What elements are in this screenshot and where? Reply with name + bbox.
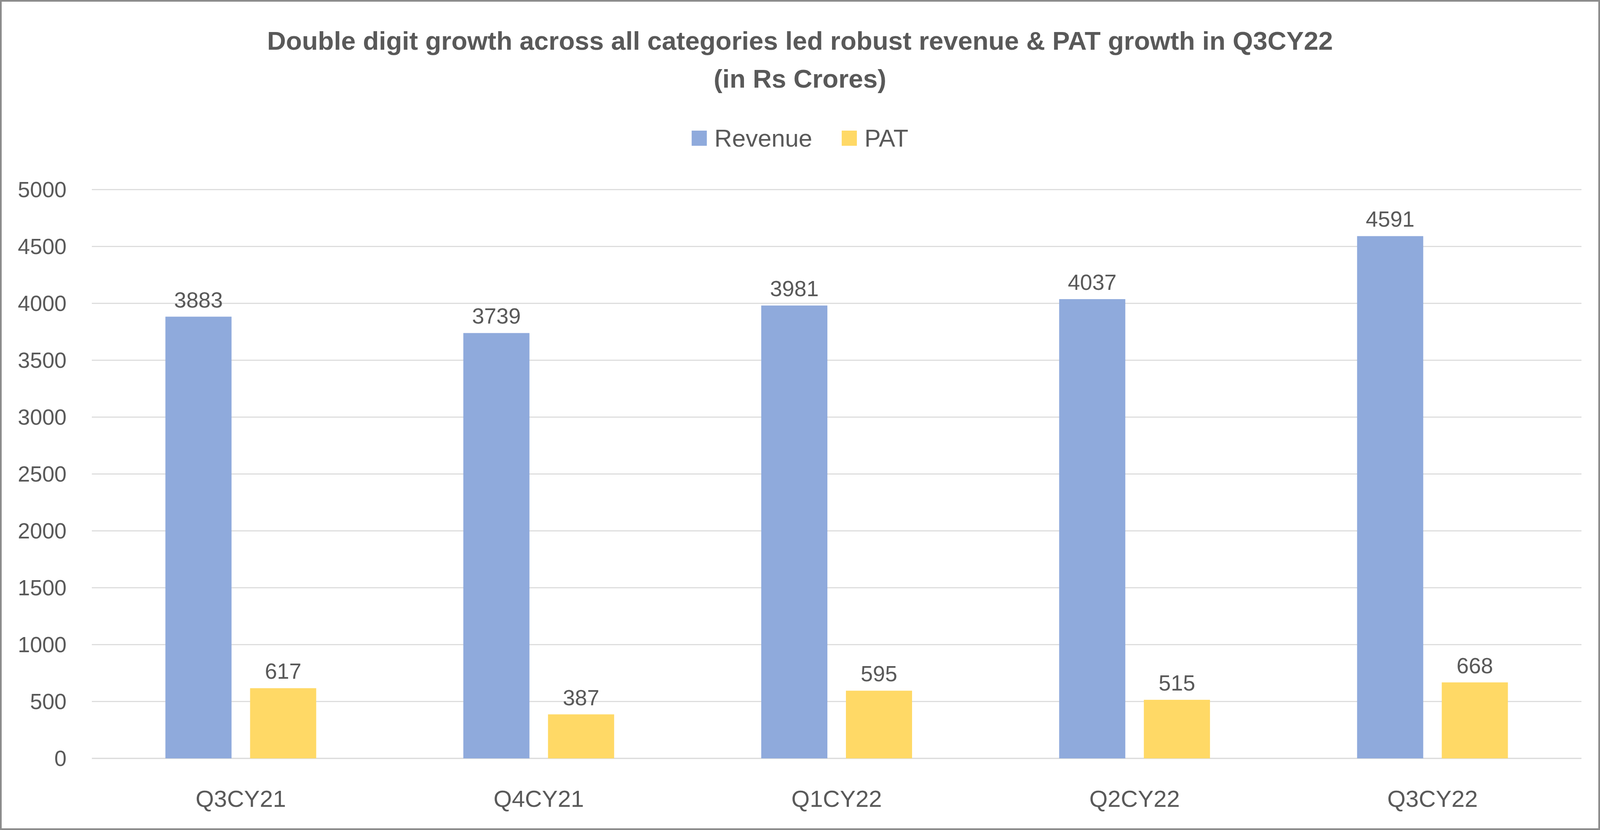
y-tick-label: 2500 xyxy=(17,461,67,487)
bar xyxy=(1143,699,1210,759)
grid xyxy=(91,189,1582,759)
bar xyxy=(250,687,317,759)
data-label: 4591 xyxy=(1365,206,1415,232)
legend: Revenue PAT xyxy=(691,124,909,152)
data-label: 617 xyxy=(264,658,302,684)
y-tick-label: 2000 xyxy=(17,518,67,544)
bar xyxy=(165,316,232,759)
data-label: 387 xyxy=(562,685,600,710)
legend-label: PAT xyxy=(864,124,909,152)
data-label: 4037 xyxy=(1067,270,1117,295)
background xyxy=(0,0,1600,830)
data-label: 668 xyxy=(1456,653,1494,678)
bar xyxy=(548,714,615,759)
legend-swatch xyxy=(841,130,857,146)
y-tick-label: 4500 xyxy=(17,234,67,259)
data-label: 3739 xyxy=(471,303,521,329)
x-tick-label: Q2CY22 xyxy=(1089,785,1180,812)
chart: Double digit growth across all categorie… xyxy=(0,0,1600,830)
data-labels: 3883 617 3739 387 3981 595 4037 515 4591 668 xyxy=(173,206,1493,710)
data-label: 3981 xyxy=(770,276,819,301)
y-tick-label: 500 xyxy=(29,689,67,714)
chart-frame xyxy=(0,0,1600,830)
y-tick-label: 0 xyxy=(54,746,67,771)
data-label: 515 xyxy=(1158,670,1196,696)
subtitle: (in Rs Crores) xyxy=(713,64,887,94)
grid-line xyxy=(91,189,1582,191)
bar xyxy=(761,305,828,759)
y-tick-label: 3000 xyxy=(17,404,67,430)
x-tick-label: Q4CY21 xyxy=(493,785,584,812)
bar xyxy=(845,690,913,759)
x-tick-label: Q1CY22 xyxy=(791,785,883,812)
bar xyxy=(1441,682,1508,759)
legend-label: Revenue xyxy=(714,124,813,152)
title: Double digit growth across all categorie… xyxy=(267,26,1333,56)
x-tick-label: Q3CY21 xyxy=(195,785,287,812)
y-tick-label: 3500 xyxy=(17,347,67,373)
x-tick-label: Q3CY22 xyxy=(1387,785,1478,812)
y-tick-label: 1000 xyxy=(17,632,67,657)
bar xyxy=(463,332,530,759)
bars xyxy=(165,235,1509,759)
data-label: 3883 xyxy=(173,287,223,313)
y-tick-label: 5000 xyxy=(17,177,67,202)
bar xyxy=(1059,299,1126,759)
data-label: 595 xyxy=(860,661,898,686)
y-tick-label: 1500 xyxy=(17,575,67,600)
y-tick-label: 4000 xyxy=(17,291,67,316)
legend-swatch xyxy=(691,130,707,146)
bar xyxy=(1356,235,1424,759)
